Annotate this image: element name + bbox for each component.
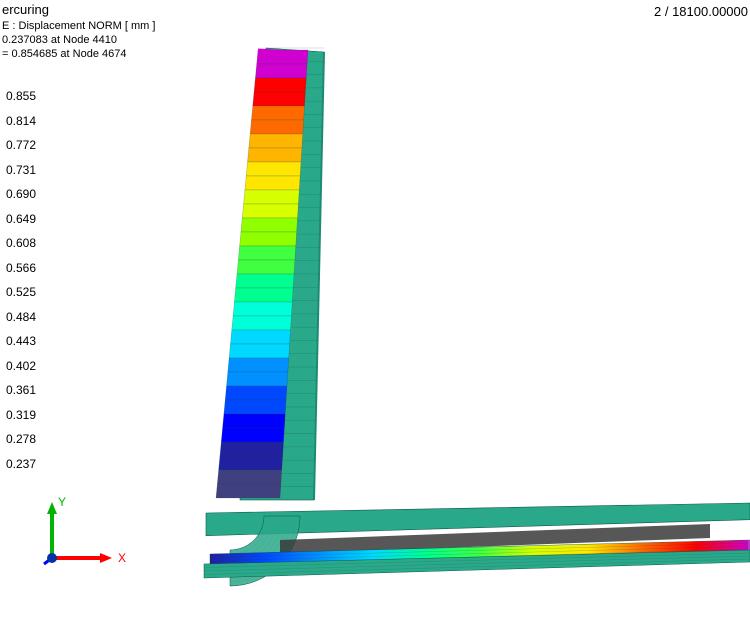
legend-value: 0.855 [0, 89, 36, 103]
legend-row: 0.361 [0, 378, 60, 403]
legend-value: 0.525 [0, 285, 36, 299]
legend-row: 0.443 [0, 329, 60, 354]
axis-triad: XY [30, 490, 130, 580]
legend-row: 0.690 [0, 182, 60, 207]
legend-value: 0.237 [0, 457, 36, 471]
legend-value: 0.814 [0, 114, 36, 128]
legend-value: 0.443 [0, 334, 36, 348]
contour-vertical-row [242, 204, 298, 218]
contour-vertical-row [219, 456, 283, 470]
contour-vertical-row [246, 162, 301, 176]
contour-vertical-row [250, 120, 304, 134]
legend-value: 0.566 [0, 261, 36, 275]
contour-vertical-row [254, 78, 306, 92]
legend-value: 0.731 [0, 163, 36, 177]
contour-vertical-row [221, 428, 284, 442]
legend-row: 0.278 [0, 427, 60, 452]
contour-vertical-row [255, 64, 307, 78]
contour-vertical-row [230, 330, 290, 344]
contour-vertical-row [234, 288, 293, 302]
fea-model [130, 30, 750, 590]
contour-vertical-row [240, 232, 297, 246]
contour-vertical-row [249, 134, 303, 148]
step-indicator: 2 / 18100.00000 [654, 4, 748, 19]
legend-row: 0.525 [0, 280, 60, 305]
contour-vertical-row [248, 148, 302, 162]
contour-vertical-row [229, 344, 290, 358]
legend-row: 0.772 [0, 133, 60, 158]
legend-row: 0.649 [0, 207, 60, 232]
legend-value: 0.772 [0, 138, 36, 152]
legend-row: 0.731 [0, 158, 60, 183]
legend-value: 0.690 [0, 187, 36, 201]
contour-vertical-row [244, 190, 300, 204]
contour-vertical-row [217, 470, 281, 484]
fea-viewport[interactable] [130, 30, 750, 590]
axis-y-label: Y [58, 495, 66, 509]
contour-vertical-row [228, 358, 289, 372]
contour-vertical-row [224, 400, 286, 414]
legend-value: 0.361 [0, 383, 36, 397]
contour-vertical-row [251, 106, 304, 120]
contour-vertical-row [223, 414, 286, 428]
legend-value: 0.484 [0, 310, 36, 324]
contour-vertical-row [216, 484, 281, 498]
legend-row: 0.319 [0, 403, 60, 428]
contour-vertical-row [253, 92, 306, 106]
contour-vertical-row [227, 372, 288, 386]
legend-value: 0.608 [0, 236, 36, 250]
legend-value: 0.402 [0, 359, 36, 373]
contour-vertical-row [245, 176, 300, 190]
contour-vertical-row [236, 274, 294, 288]
color-legend: 0.855 0.814 0.772 0.731 0.690 0.649 0.608 0.566… [0, 84, 60, 476]
contour-vertical-row [225, 386, 287, 400]
legend-row: 0.814 [0, 109, 60, 134]
legend-row: 0.608 [0, 231, 60, 256]
axis-triad-svg: XY [30, 490, 130, 580]
contour-vertical-row [233, 302, 292, 316]
page-title: ercuring [2, 2, 155, 19]
legend-row: 0.402 [0, 354, 60, 379]
contour-vertical-row [237, 260, 295, 274]
contour-vertical-row [220, 442, 284, 456]
legend-row: 0.855 [0, 84, 60, 109]
legend-value: 0.278 [0, 432, 36, 446]
contour-vertical-row [232, 316, 292, 330]
legend-value: 0.319 [0, 408, 36, 422]
axis-x-label: X [118, 551, 126, 565]
contour-vertical-row [241, 218, 298, 232]
legend-row: 0.566 [0, 256, 60, 281]
legend-row: 0.484 [0, 305, 60, 330]
contour-vertical-row [238, 246, 295, 260]
legend-row: 0.237 [0, 452, 60, 477]
legend-value: 0.649 [0, 212, 36, 226]
